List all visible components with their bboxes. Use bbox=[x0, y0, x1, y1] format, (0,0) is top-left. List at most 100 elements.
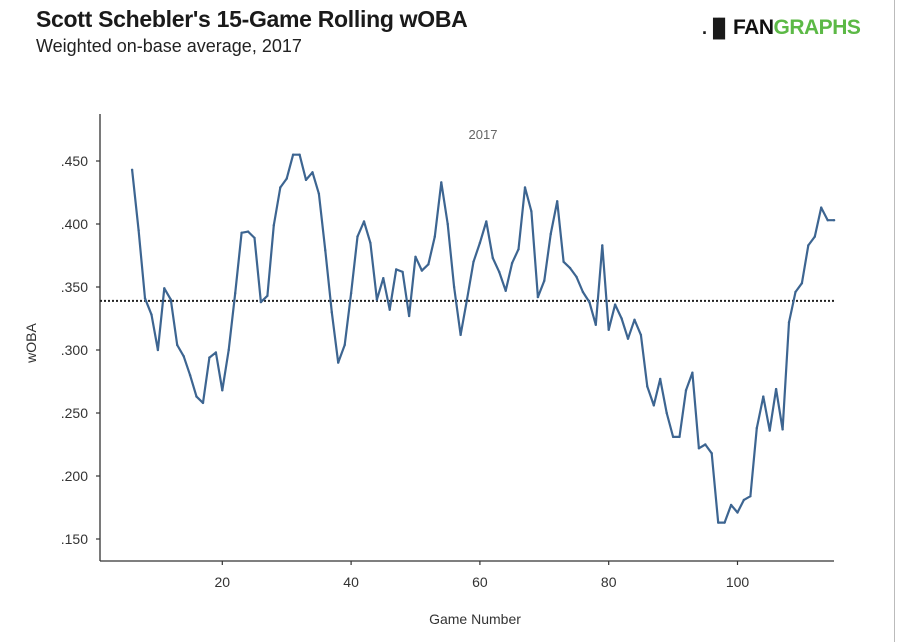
x-tick-label: 20 bbox=[215, 574, 231, 590]
data-point bbox=[317, 192, 321, 195]
data-point bbox=[401, 270, 404, 274]
data-point bbox=[234, 292, 237, 295]
data-point bbox=[485, 220, 488, 223]
data-point bbox=[465, 298, 469, 301]
data-point bbox=[562, 260, 565, 263]
data-point bbox=[723, 521, 726, 524]
data-point bbox=[536, 295, 540, 299]
data-point bbox=[285, 177, 288, 180]
data-point bbox=[272, 224, 275, 227]
data-point bbox=[710, 452, 713, 455]
data-point bbox=[594, 323, 597, 326]
data-point bbox=[774, 387, 778, 391]
data-point bbox=[298, 153, 301, 156]
data-point bbox=[163, 287, 166, 290]
data-point bbox=[549, 232, 552, 236]
series-line-2017 bbox=[131, 153, 835, 524]
data-point bbox=[530, 210, 533, 213]
data-point bbox=[575, 275, 578, 279]
data-point bbox=[684, 389, 688, 392]
logo-text-fan: FAN bbox=[733, 16, 774, 39]
data-point bbox=[304, 178, 308, 182]
data-point bbox=[266, 294, 269, 297]
data-point bbox=[581, 290, 585, 294]
logo-text-graphs: GRAPHS bbox=[773, 16, 861, 39]
data-point bbox=[440, 181, 443, 184]
y-tick-label: .450 bbox=[61, 153, 88, 169]
data-point bbox=[291, 153, 295, 156]
y-tick-label: .200 bbox=[61, 468, 88, 484]
data-point bbox=[671, 435, 675, 439]
data-point bbox=[459, 333, 462, 337]
data-point bbox=[156, 348, 160, 352]
y-axis-title: wOBA bbox=[23, 323, 39, 364]
data-point bbox=[253, 236, 256, 240]
data-point bbox=[452, 285, 456, 289]
x-tick-label: 80 bbox=[601, 574, 617, 590]
data-point bbox=[704, 443, 707, 446]
data-point bbox=[201, 401, 205, 405]
data-point bbox=[169, 298, 172, 301]
data-point bbox=[800, 282, 804, 285]
y-tick-label: .300 bbox=[61, 342, 88, 358]
data-point bbox=[556, 200, 559, 203]
chart-title: Scott Schebler's 15-Game Rolling wOBA bbox=[36, 6, 468, 32]
y-tick-label: .400 bbox=[61, 216, 88, 232]
data-point bbox=[395, 268, 398, 271]
data-point bbox=[227, 348, 230, 352]
data-point bbox=[646, 385, 649, 388]
x-tick-label: 100 bbox=[726, 574, 750, 590]
data-point bbox=[195, 395, 198, 398]
data-point bbox=[259, 300, 263, 304]
data-point bbox=[626, 337, 630, 340]
data-point bbox=[652, 404, 655, 407]
data-point bbox=[633, 318, 636, 321]
data-point bbox=[832, 219, 836, 222]
data-point bbox=[143, 297, 147, 300]
data-point bbox=[607, 328, 610, 331]
data-point bbox=[543, 279, 546, 282]
data-point bbox=[787, 321, 791, 324]
data-point bbox=[130, 168, 134, 171]
data-point bbox=[749, 495, 752, 498]
data-point bbox=[240, 231, 243, 234]
data-point bbox=[188, 374, 192, 377]
data-point bbox=[414, 255, 417, 258]
data-point bbox=[221, 389, 224, 392]
fangraphs-logo[interactable]: .▐▌ FAN GRAPHS bbox=[702, 16, 861, 40]
data-point bbox=[620, 317, 623, 320]
y-tick-label: .350 bbox=[61, 279, 88, 295]
x-axis-title: Game Number bbox=[429, 611, 521, 627]
data-point bbox=[601, 244, 604, 247]
data-point bbox=[697, 447, 701, 450]
data-point bbox=[311, 171, 314, 174]
data-point bbox=[807, 244, 810, 247]
data-point bbox=[356, 235, 359, 238]
data-point bbox=[388, 308, 391, 311]
data-point bbox=[755, 426, 758, 430]
data-point bbox=[330, 311, 333, 314]
data-point bbox=[517, 248, 520, 251]
data-point bbox=[407, 314, 411, 318]
data-point bbox=[446, 222, 449, 226]
x-axis-ticks: 20 40 60 80 100 bbox=[215, 561, 750, 590]
data-point bbox=[343, 343, 346, 347]
data-point bbox=[478, 241, 482, 245]
data-point bbox=[491, 256, 494, 260]
data-point bbox=[214, 351, 218, 354]
data-point bbox=[433, 235, 436, 238]
data-point bbox=[768, 429, 771, 432]
data-point bbox=[742, 498, 746, 502]
data-point bbox=[362, 220, 366, 223]
y-tick-label: .250 bbox=[61, 405, 88, 421]
data-point bbox=[510, 261, 514, 265]
data-point bbox=[208, 356, 211, 359]
data-point bbox=[639, 333, 643, 337]
chart-subtitle: Weighted on-base average, 2017 bbox=[36, 36, 302, 56]
data-point bbox=[150, 313, 153, 316]
data-point bbox=[369, 241, 372, 245]
data-point bbox=[826, 219, 829, 222]
data-point bbox=[678, 435, 681, 439]
data-point bbox=[176, 343, 179, 347]
